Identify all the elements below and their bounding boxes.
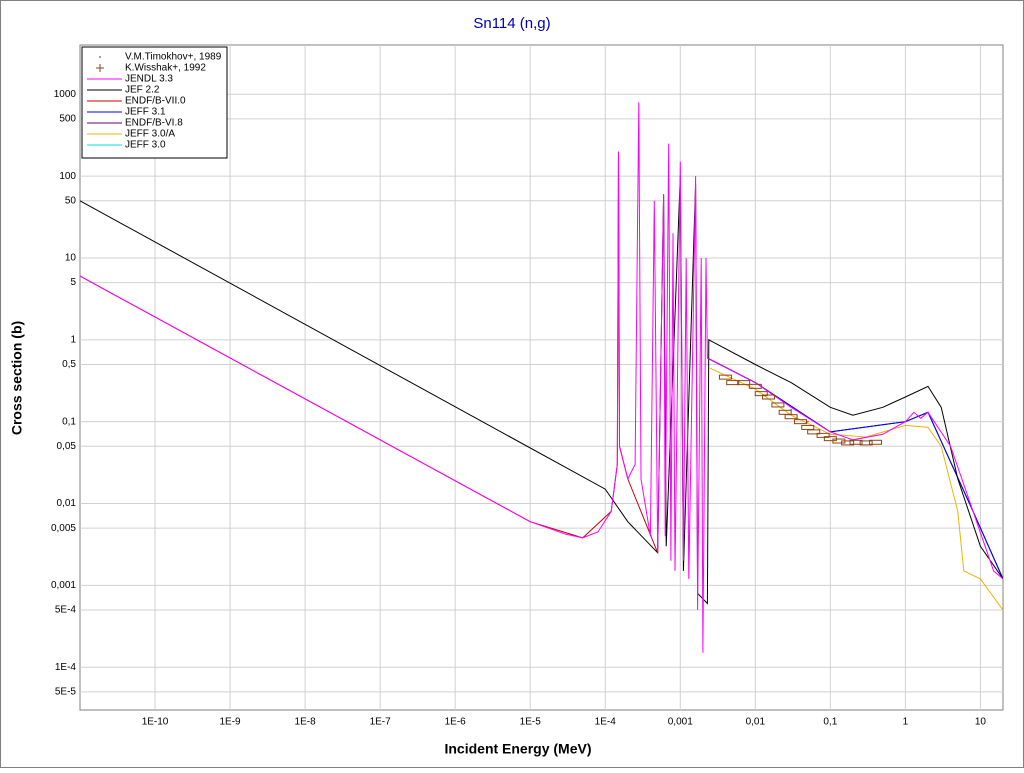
grid: 1000 500 100 50 10 5 1 0,5 0,1 0,05 0,01 0,005 0,001…	[51, 45, 1003, 728]
x-tick-label: 1E-6	[445, 717, 467, 728]
legend-label: JENDL 3.3	[125, 74, 173, 85]
series-layer	[80, 102, 1003, 653]
y-tick-label: 5	[70, 277, 76, 288]
x-tick-label: 1	[903, 717, 909, 728]
data-point	[748, 383, 762, 389]
data-point	[859, 440, 873, 446]
data-point	[726, 380, 740, 386]
y-tick-label: 0,01	[57, 498, 77, 509]
y-tick-label: 0,5	[62, 359, 76, 370]
x-tick-label: 1E-4	[595, 717, 617, 728]
y-tick-label: 0,005	[51, 523, 76, 534]
data-point	[754, 391, 768, 397]
y-tick-label: 1E-4	[55, 662, 77, 673]
y-tick-label: 50	[65, 195, 77, 206]
y-tick-label: 0,05	[57, 441, 77, 452]
data-point	[762, 394, 776, 400]
chart-title: Sn114 (n,g)	[473, 15, 550, 32]
legend-label: JEFF 3.0	[125, 140, 166, 151]
y-tick-label: 10	[65, 253, 77, 264]
y-tick-label: 1	[70, 334, 76, 345]
x-tick-label: 10	[975, 717, 987, 728]
y-axis-label: Cross section (b)	[9, 321, 25, 435]
data-point	[841, 440, 855, 446]
x-tick-label: 0,001	[668, 717, 693, 728]
y-tick-label: 5E-4	[55, 605, 77, 616]
data-point	[784, 414, 798, 420]
legend-box	[81, 46, 228, 159]
x-tick-label: 1E-5	[520, 717, 542, 728]
y-tick-label: 5E-5	[55, 686, 77, 697]
data-point	[790, 408, 793, 411]
x-axis-label: Incident Energy (MeV)	[444, 741, 591, 757]
legend-marker	[99, 56, 101, 58]
legend-label: JEF 2.2	[125, 85, 160, 96]
data-point	[849, 439, 863, 445]
data-point	[806, 420, 809, 423]
x-tick-label: 1E-9	[220, 717, 242, 728]
x-tick-label: 1E-8	[295, 717, 317, 728]
legend-label: K.Wisshak+, 1992	[125, 63, 206, 74]
legend-label: ENDF/B-VI.8	[125, 118, 183, 129]
x-tick-label: 1E-7	[370, 717, 392, 728]
y-tick-label: 1000	[54, 89, 77, 100]
x-tick-label: 1E-10	[142, 717, 169, 728]
x-tick-label: 0,1	[823, 717, 837, 728]
x-tick-label: 0,01	[746, 717, 766, 728]
plot-area	[79, 44, 1004, 711]
legend-label: V.M.Timokhov+, 1989	[125, 52, 222, 63]
y-tick-label: 500	[59, 114, 76, 125]
series-line	[80, 102, 1003, 653]
data-point	[718, 374, 732, 380]
y-tick-label: 0,001	[51, 580, 76, 591]
data-point	[869, 439, 883, 445]
data-point	[793, 419, 807, 425]
y-tick-label: 0,1	[62, 416, 76, 427]
data-point	[807, 429, 821, 435]
data-point	[771, 402, 785, 408]
data-point	[737, 380, 751, 386]
legend-label: ENDF/B-VII.0	[125, 96, 186, 107]
legend-label: JEFF 3.0/A	[125, 129, 175, 140]
legend-label: JEFF 3.1	[125, 107, 166, 118]
data-point	[816, 432, 830, 438]
y-tick-label: 100	[59, 171, 76, 182]
series-line	[709, 367, 1003, 611]
